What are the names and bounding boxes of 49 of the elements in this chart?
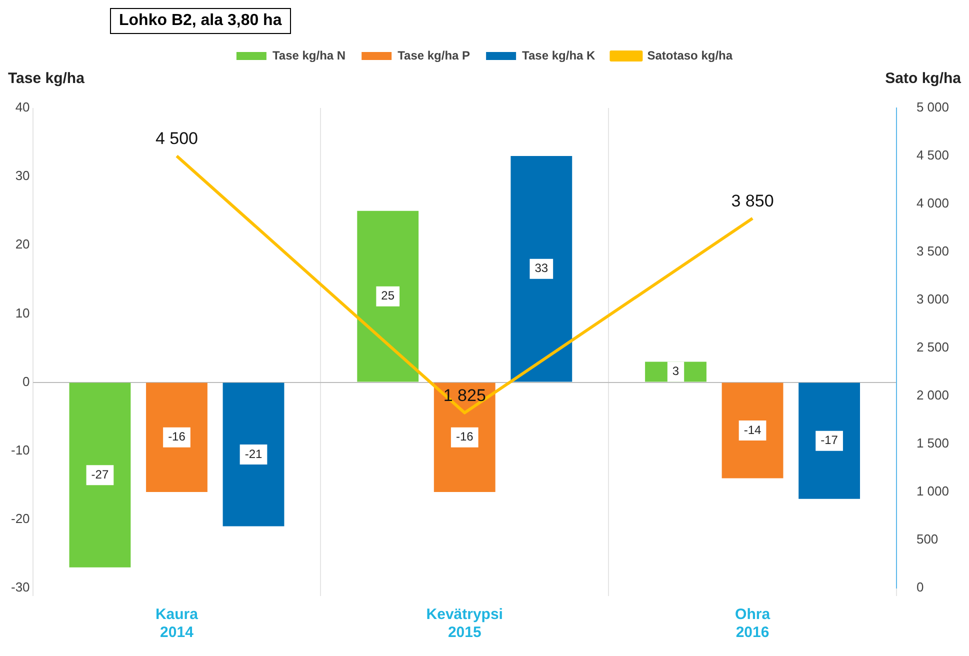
data-label: -14 xyxy=(744,422,762,437)
y2-tick-label: 2 500 xyxy=(916,340,950,355)
y2-tick-label: 1 000 xyxy=(916,484,950,499)
legend-label: Tase kg/ha P xyxy=(398,48,470,62)
data-label: 1 825 xyxy=(443,386,486,405)
y-tick-label: -30 xyxy=(10,580,30,595)
y2-tick-label: 4 000 xyxy=(916,196,950,211)
data-label: -27 xyxy=(91,467,109,482)
bar xyxy=(146,382,208,492)
bar xyxy=(722,382,784,478)
data-label: -16 xyxy=(456,430,474,444)
y-tick-label: -10 xyxy=(10,442,30,458)
bar xyxy=(510,156,572,382)
bar xyxy=(434,382,496,492)
data-label: -16 xyxy=(168,430,186,444)
bar xyxy=(69,382,131,568)
y-tick-label: 30 xyxy=(15,168,30,184)
y-tick-label: 0 xyxy=(22,374,30,389)
legend-label: Tase kg/ha N xyxy=(272,48,346,62)
y-axis-title: Tase kg/ha xyxy=(8,70,84,87)
data-label: 3 850 xyxy=(731,192,774,211)
y2-tick-label: 3 000 xyxy=(916,292,950,307)
y-tick-label: 10 xyxy=(15,305,30,320)
data-label: 33 xyxy=(534,261,548,276)
data-label: -21 xyxy=(244,446,263,461)
y2-tick-label: 2 000 xyxy=(916,388,950,403)
data-label: 25 xyxy=(381,288,395,303)
y2-tick-label: 4 500 xyxy=(916,148,950,163)
y2-tick-label: 500 xyxy=(916,532,938,547)
data-label: -17 xyxy=(820,433,838,448)
x-tick-label: Kaura 2014 xyxy=(155,606,199,642)
y2-tick-label: 0 xyxy=(916,580,924,595)
y2-axis-title: Sato kg/ha xyxy=(885,70,961,87)
y-tick-label: -20 xyxy=(10,511,30,526)
legend-label: Tase kg/ha K xyxy=(522,48,596,62)
data-label: 3 xyxy=(672,364,680,378)
y-tick-label: 20 xyxy=(15,236,30,252)
bar xyxy=(357,210,419,382)
y2-tick-label: 1 500 xyxy=(916,436,950,451)
chart-title: Lohko B2, ala 3,80 ha xyxy=(110,8,291,34)
bar xyxy=(798,382,860,499)
legend-label: Satotaso kg/ha xyxy=(647,48,733,62)
y2-tick-label: 5 000 xyxy=(916,100,950,115)
y-tick-label: 40 xyxy=(15,100,30,115)
data-label: 4 500 xyxy=(155,129,198,148)
x-tick-label: Kevätrypsi 2015 xyxy=(426,606,503,642)
x-tick-label: Ohra 2016 xyxy=(735,606,771,642)
bar xyxy=(222,382,284,526)
y2-tick-label: 3 500 xyxy=(916,244,950,259)
